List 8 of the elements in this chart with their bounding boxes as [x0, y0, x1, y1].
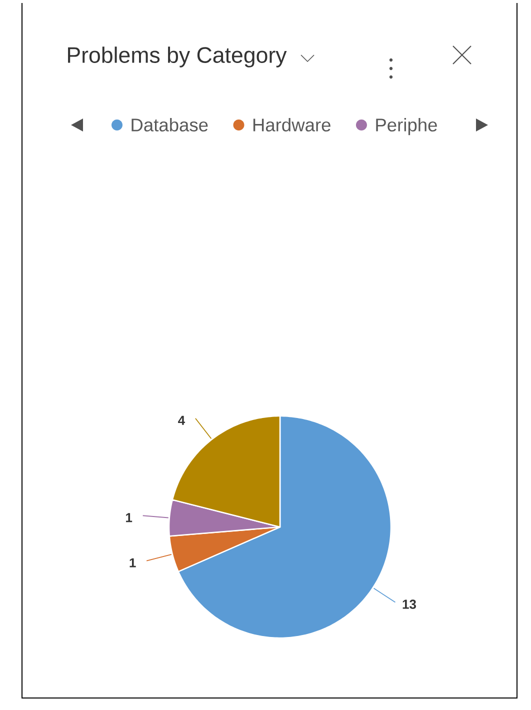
- data-label: 1: [126, 513, 132, 522]
- data-label: 1: [130, 558, 136, 568]
- legend-label: Periphe: [376, 118, 437, 136]
- data-label: 4: [178, 416, 186, 425]
- legend-label: Hardware: [253, 118, 330, 132]
- chart-title: Problems by Category: [68, 46, 287, 68]
- data-label: 13: [402, 600, 416, 609]
- legend-label: Database: [132, 118, 208, 132]
